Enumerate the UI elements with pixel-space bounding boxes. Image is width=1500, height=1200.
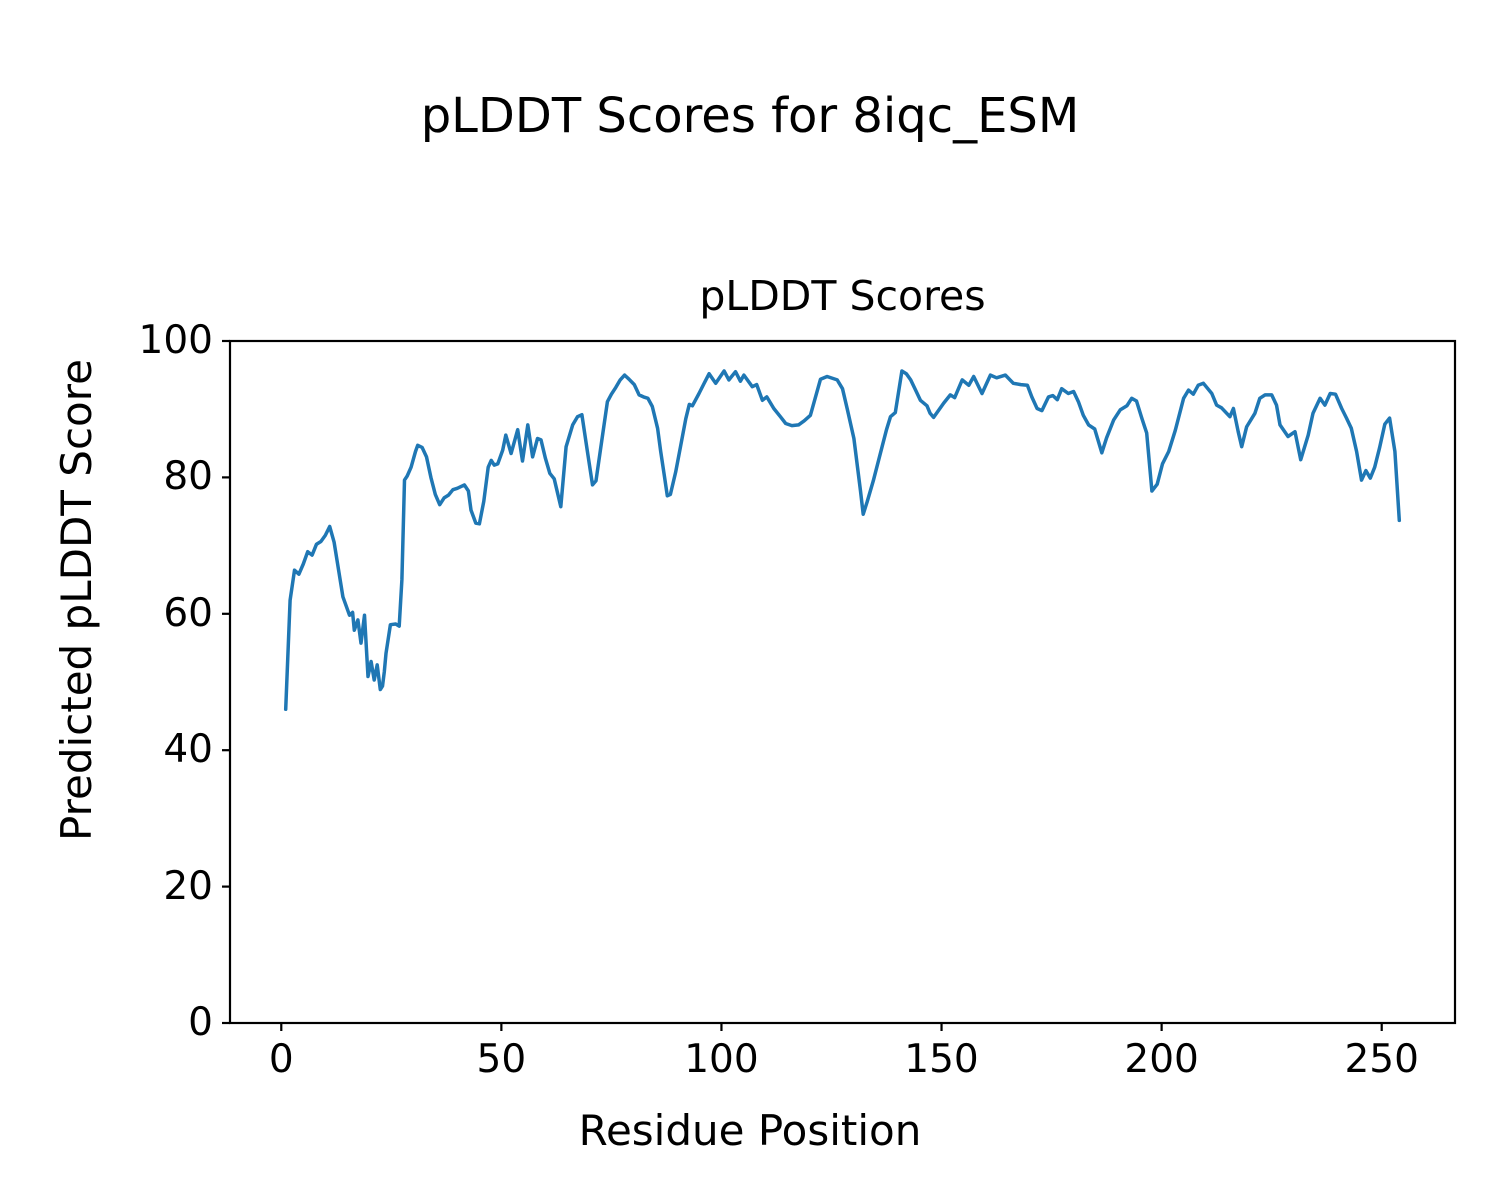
y-tick-label: 80 [163, 454, 213, 500]
plot-svg [222, 339, 1457, 1031]
x-tick-label: 250 [1344, 1037, 1419, 1082]
axes-title: pLDDT Scores [699, 272, 986, 320]
x-tick-label: 100 [684, 1037, 759, 1082]
x-axis-label: Residue Position [578, 1106, 922, 1155]
plot-area [222, 339, 1457, 1031]
y-tick-label: 20 [163, 863, 213, 909]
x-tick-label: 200 [1124, 1037, 1199, 1082]
x-tick-label: 50 [476, 1037, 527, 1082]
axes-spines [228, 339, 1457, 1025]
tick-marks [222, 339, 1383, 1031]
figure-title: pLDDT Scores for 8iqc_ESM [420, 88, 1080, 144]
plddt-line [283, 369, 1402, 712]
y-tick-label: 100 [138, 318, 213, 363]
y-tick-label: 0 [188, 1000, 213, 1045]
y-tick-label: 40 [163, 727, 213, 773]
y-tick-label: 60 [163, 590, 213, 636]
x-tick-label: 150 [904, 1037, 979, 1082]
x-tick-label: 0 [268, 1037, 294, 1082]
